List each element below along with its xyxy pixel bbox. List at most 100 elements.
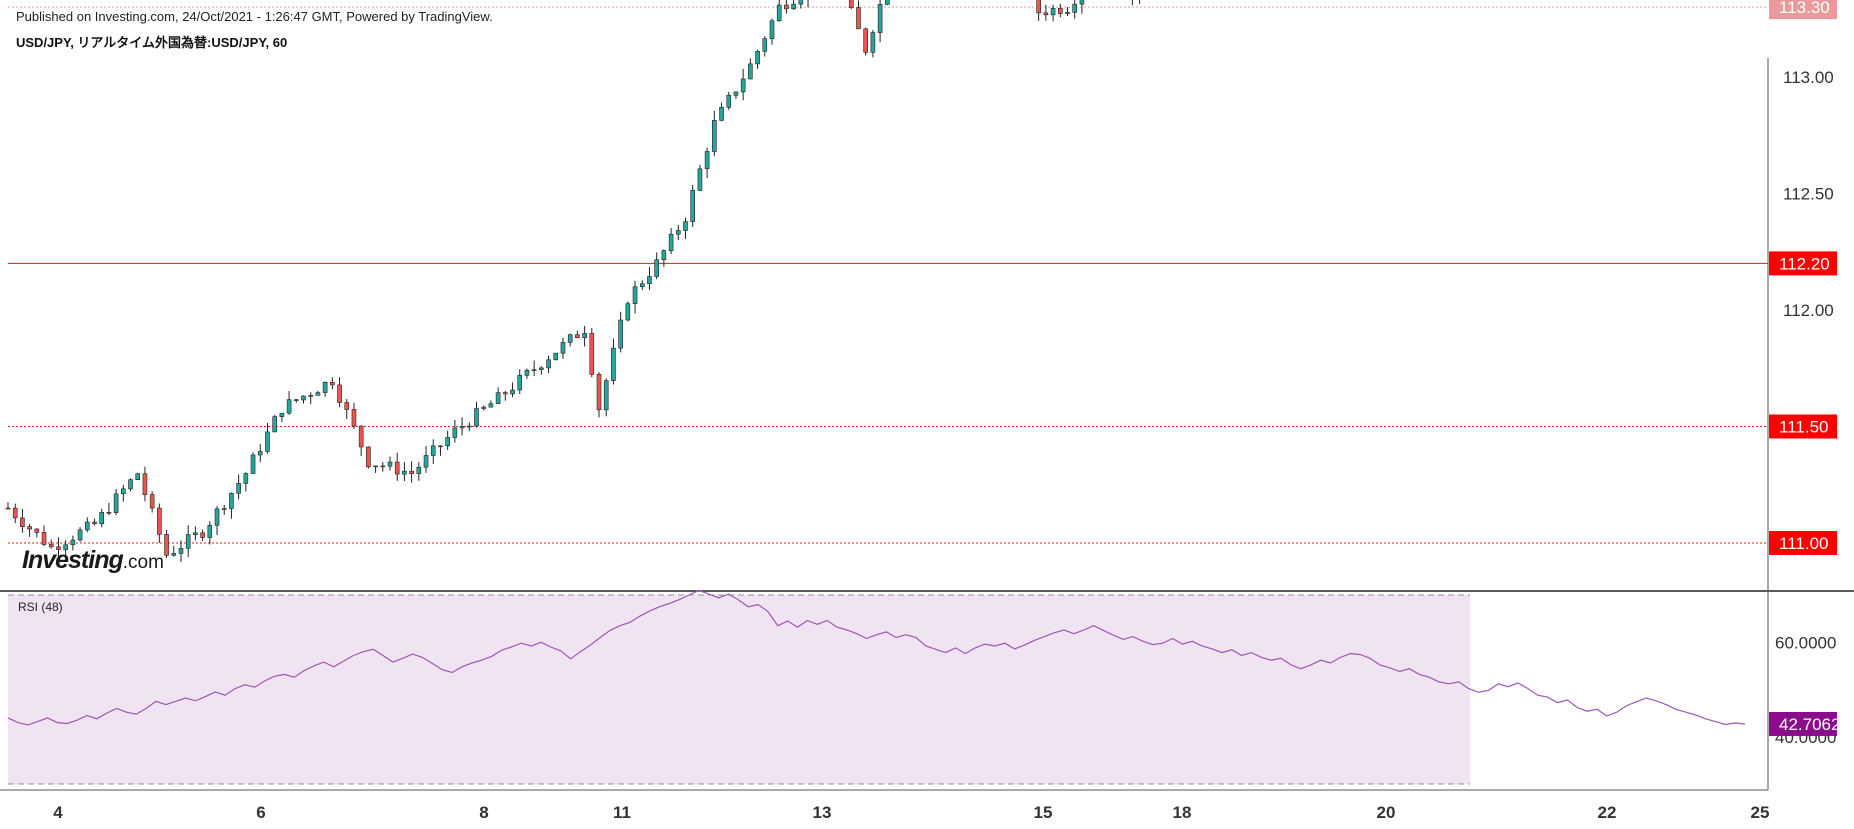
price-tick-label: 113.00 — [1783, 68, 1834, 87]
candle-body — [690, 190, 696, 222]
candle — [257, 444, 263, 463]
candle — [1072, 0, 1078, 19]
candle-body — [430, 445, 436, 456]
candle-body — [481, 406, 486, 409]
candle — [99, 508, 104, 528]
candle — [726, 91, 732, 110]
candle-body — [272, 416, 277, 433]
candle — [387, 456, 393, 471]
rsi-line — [7, 589, 1746, 726]
candle-body — [279, 412, 285, 417]
candle — [1043, 4, 1049, 21]
candle — [524, 368, 530, 379]
candle-body — [589, 333, 595, 375]
candle — [517, 369, 523, 395]
level-badge-bg — [1769, 0, 1837, 20]
logo-main: Investing — [22, 546, 124, 574]
candle-body — [402, 470, 407, 475]
candle-body — [337, 384, 342, 403]
candle-body — [1050, 7, 1056, 16]
candle — [596, 371, 602, 418]
candle-body — [495, 392, 501, 404]
candle — [438, 445, 443, 456]
candle-body — [366, 446, 371, 468]
candle — [452, 419, 458, 443]
candle — [5, 502, 11, 510]
candle — [430, 439, 436, 464]
time-tick-label: 4 — [53, 803, 63, 822]
candle-body — [510, 389, 515, 395]
candle-body — [531, 369, 537, 371]
candle — [863, 27, 868, 56]
candle — [308, 392, 314, 405]
candle-body — [647, 276, 652, 285]
candle — [611, 338, 616, 385]
candle-body — [459, 426, 465, 429]
candle — [690, 184, 696, 228]
level-badge: 112.20 — [1779, 254, 1830, 273]
candle — [56, 537, 61, 560]
candle-body — [524, 370, 530, 376]
candle — [733, 91, 739, 99]
candle-body — [1043, 12, 1049, 16]
candle — [34, 528, 40, 538]
candle — [603, 378, 609, 417]
candle — [48, 539, 54, 549]
candle-body — [546, 359, 551, 369]
candle-body — [466, 425, 472, 428]
candle-body — [885, 0, 890, 5]
candle-body — [712, 120, 717, 152]
candle-body — [784, 4, 789, 10]
candle-body — [740, 78, 746, 93]
candle-body — [416, 466, 422, 474]
candle — [856, 0, 861, 30]
time-tick-label: 25 — [1751, 803, 1770, 822]
level-badge-bg — [1769, 251, 1837, 276]
candle — [546, 355, 551, 374]
candle — [41, 525, 47, 547]
candle-body — [157, 507, 162, 535]
candle — [366, 446, 371, 469]
candle — [77, 527, 83, 542]
level-badge-bg — [1769, 414, 1837, 439]
candle — [409, 461, 414, 483]
candle-body — [351, 409, 357, 427]
candle — [531, 360, 537, 377]
candle-body — [27, 526, 32, 530]
candle — [632, 280, 638, 314]
candle-body — [567, 334, 573, 343]
candle — [740, 68, 746, 101]
candle — [279, 412, 285, 423]
candle-body — [344, 402, 350, 410]
candle — [135, 472, 141, 481]
candle-body — [445, 437, 450, 447]
candle-body — [84, 521, 90, 531]
candle-body — [34, 528, 40, 533]
candle — [373, 465, 378, 473]
candle — [553, 352, 559, 361]
candle-body — [791, 3, 796, 10]
candle — [358, 425, 364, 456]
time-tick-label: 11 — [613, 803, 631, 822]
candle — [221, 504, 227, 515]
rsi-indicator-label[interactable]: RSI (48) — [18, 600, 63, 614]
candle — [351, 402, 357, 429]
candle — [250, 452, 256, 474]
candle — [459, 417, 465, 436]
candle-body — [661, 250, 667, 260]
candle-body — [128, 479, 133, 490]
candle — [675, 224, 681, 240]
candle-body — [193, 532, 198, 535]
time-tick-label: 15 — [1034, 803, 1053, 822]
candle — [193, 526, 198, 541]
time-tick-label: 18 — [1173, 803, 1192, 822]
candle — [121, 484, 126, 502]
candle-body — [265, 431, 270, 452]
candle-body — [575, 334, 580, 339]
candle — [807, 0, 809, 8]
candle-body — [178, 547, 184, 554]
candle-body — [1065, 12, 1070, 14]
candle — [293, 399, 299, 403]
candle — [582, 325, 587, 347]
